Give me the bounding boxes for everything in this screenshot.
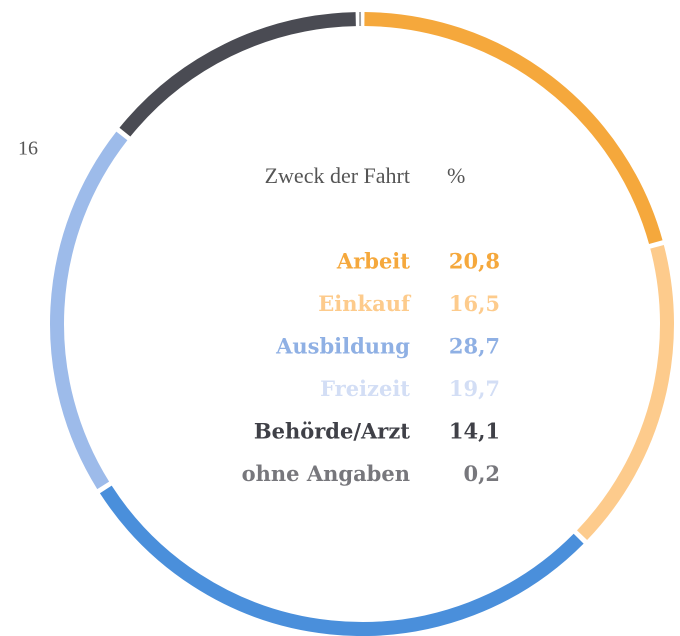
legend-label: Ausbildung [275, 334, 410, 359]
legend-label: Einkauf [318, 291, 412, 316]
header-label: Zweck der Fahrt [265, 163, 410, 188]
donut-segment [50, 131, 128, 490]
donut-segment [364, 12, 663, 244]
legend-label: ohne Angaben [242, 461, 410, 486]
value-label: 28,7 [449, 334, 500, 359]
donut-segment [577, 245, 674, 541]
annotation: 16 [18, 138, 38, 160]
value-label: 16,5 [449, 291, 500, 316]
header-unit: % [447, 163, 465, 188]
donut-segment [119, 12, 356, 137]
value-label: 14,1 [449, 419, 500, 444]
value-label: 0,2 [463, 461, 500, 486]
donut-segment [99, 485, 584, 636]
legend-label: Arbeit [336, 249, 410, 274]
value-label: 19,7 [449, 376, 500, 401]
legend-label: Behörde/Arzt [254, 419, 410, 444]
value-label: 20,8 [449, 249, 500, 274]
legend-label: Freizeit [320, 376, 410, 401]
